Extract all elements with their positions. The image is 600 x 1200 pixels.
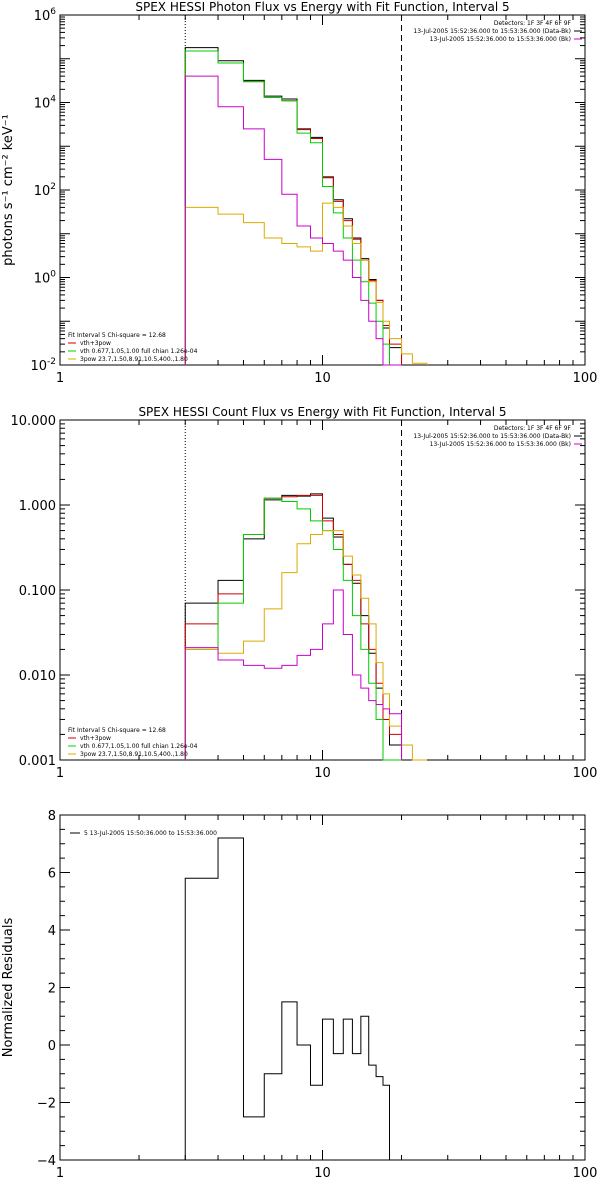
y-tick-label: 0	[48, 1039, 56, 1054]
legend-entry: 13-Jul-2005 15:52:36.000 to 15:53:36.000…	[430, 441, 571, 448]
chart-panel-1: SPEX HESSI Photon Flux vs Energy with Fi…	[1, 0, 597, 386]
y-tick-label: 100	[34, 270, 57, 287]
y-axis-label: Normalized Residuals	[1, 918, 16, 1058]
x-tick-label: 10	[314, 371, 331, 386]
y-tick-label: 106	[34, 7, 57, 24]
x-tick-label: 10	[314, 1166, 331, 1181]
legend-entry: 3pow 23.7,1.50,8.91,10.5,400.,1.80	[80, 751, 188, 758]
y-tick-label: 104	[34, 95, 57, 112]
y-tick-label: 4	[48, 924, 56, 939]
legend-entry: Detectors: 1F 3F 4F 6F 9F	[494, 425, 572, 432]
y-tick-label: 102	[34, 182, 56, 199]
series-line-3	[184, 50, 402, 366]
series-line-5	[184, 75, 402, 366]
x-tick-label: 100	[573, 1166, 598, 1181]
y-tick-label: 0.010	[19, 669, 56, 684]
legend-entry: 13-Jul-2005 15:52:36.000 to 15:53:36.000…	[413, 28, 571, 35]
series-line-4	[184, 530, 427, 761]
y-tick-label: 8	[48, 809, 56, 824]
x-tick-label: 100	[573, 371, 598, 386]
series-line-5	[184, 589, 403, 760]
legend-entry: vth+3pow	[80, 340, 111, 347]
y-tick-label: 2	[48, 982, 56, 997]
x-tick-label: 10	[314, 766, 331, 781]
y-tick-label: 6	[48, 867, 56, 882]
x-tick-label: 1	[56, 1166, 64, 1181]
legend-entry: vth 0.677,1.05,1.00 full chian 1.26e-04	[80, 743, 198, 750]
chart-title: SPEX HESSI Photon Flux vs Energy with Fi…	[135, 0, 509, 14]
plot-frame	[59, 814, 586, 1161]
legend-entry: Fit Interval 5 Chi-square = 12.68	[68, 727, 166, 734]
x-tick-label: 1	[56, 766, 64, 781]
x-tick-label: 100	[573, 766, 598, 781]
y-tick-label: 10-2	[30, 357, 56, 374]
legend-entry: 3pow 23.7,1.50,8.91,10.5,400.,1.80	[80, 356, 188, 363]
chart-title: SPEX HESSI Count Flux vs Energy with Fit…	[138, 405, 506, 419]
y-tick-label: 1.000	[19, 499, 56, 514]
series-line-4	[184, 202, 428, 365]
x-tick-label: 1	[56, 371, 64, 386]
series-line-1	[184, 837, 402, 1161]
legend-entry: 13-Jul-2005 15:52:36.000 to 15:53:36.000…	[413, 433, 571, 440]
y-tick-label: 0.100	[19, 584, 56, 599]
legend-entry: vth 0.677,1.05,1.00 full chian 1.26e-04	[80, 348, 198, 355]
legend-entry: vth+3pow	[80, 735, 111, 742]
legend-entry: 5 13-Jul-2005 15:50:36.000 to 15:53:36.0…	[84, 830, 217, 837]
legend-entry: Fit Interval 5 Chi-square = 12.68	[68, 332, 166, 339]
plot-frame	[59, 14, 586, 366]
y-tick-label: −2	[37, 1097, 56, 1112]
plot-frame	[59, 419, 586, 761]
y-tick-label: 0.001	[19, 754, 56, 769]
y-tick-label: 10.000	[11, 414, 57, 429]
y-axis-label: photons s⁻¹ cm⁻² keV⁻¹	[1, 114, 16, 266]
legend-entry: Detectors: 1F 3F 4F 6F 9F	[494, 20, 572, 27]
chart-panel-2: SPEX HESSI Count Flux vs Energy with Fit…	[11, 405, 598, 781]
legend-entry: 13-Jul-2005 15:52:36.000 to 15:53:36.000…	[430, 36, 571, 43]
y-tick-label: −4	[37, 1154, 56, 1169]
chart-panel-3: Normalized Residuals 1 10 100 −4 −2 0 2 4 6 8 5 13-…	[1, 809, 597, 1181]
